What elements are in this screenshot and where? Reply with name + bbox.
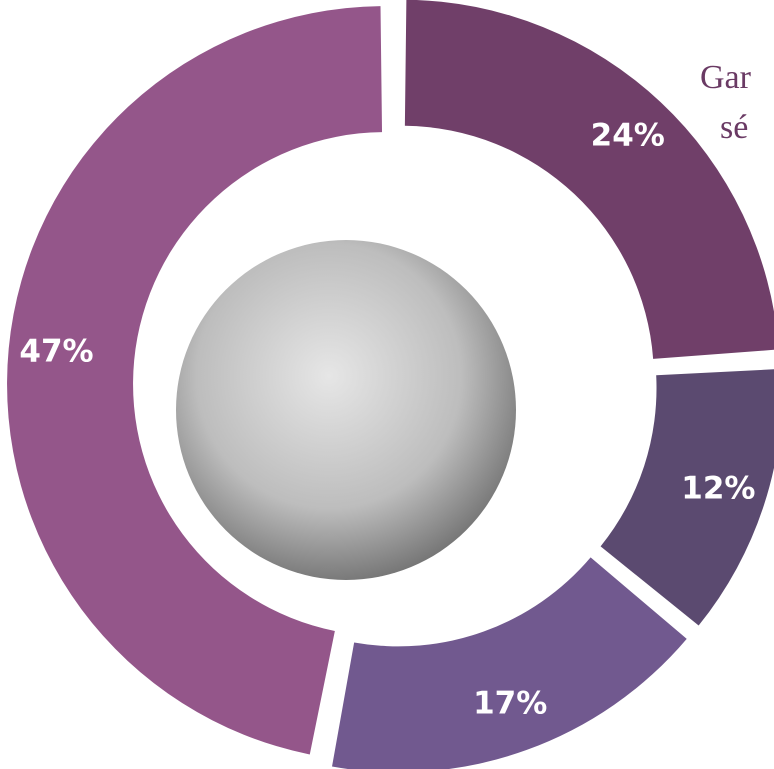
donut-segment bbox=[332, 557, 687, 769]
donut-segment bbox=[7, 6, 383, 755]
data-label: 47% bbox=[19, 334, 93, 370]
donut-segment bbox=[404, 0, 774, 359]
data-label: 17% bbox=[473, 685, 547, 721]
donut bbox=[7, 0, 774, 769]
annotation: Gar bbox=[700, 59, 752, 96]
data-label: 12% bbox=[681, 471, 755, 507]
center-photo bbox=[176, 240, 516, 580]
annotation: sé bbox=[720, 109, 748, 146]
donut-segment bbox=[600, 369, 774, 626]
data-label: 24% bbox=[591, 118, 665, 154]
